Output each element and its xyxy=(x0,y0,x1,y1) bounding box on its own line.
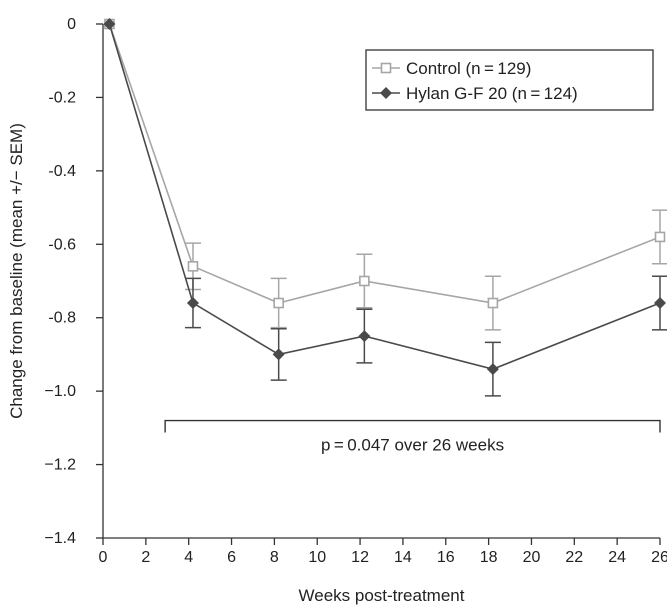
data-point xyxy=(359,275,370,287)
x-tick-label: 24 xyxy=(608,549,626,566)
x-tick-label: 8 xyxy=(270,549,279,566)
data-point xyxy=(486,363,499,376)
legend: Control (n = 129) Hylan G-F 20 (n = 124) xyxy=(365,49,654,111)
legend-items: Control (n = 129) Hylan G-F 20 (n = 124) xyxy=(372,59,578,103)
data-point xyxy=(358,330,371,343)
x-tick-label: 14 xyxy=(394,549,412,566)
legend-entry: Hylan G-F 20 (n = 124) xyxy=(372,84,578,103)
data-point xyxy=(187,261,199,272)
x-axis-title: Weeks post-treatment xyxy=(299,586,465,605)
data-point xyxy=(273,297,284,309)
x-tick-label: 2 xyxy=(141,549,150,566)
x-tick-label: 26 xyxy=(651,549,667,566)
y-tick-label: −1.4 xyxy=(44,530,76,547)
data-point xyxy=(186,297,199,310)
p-value-annotation: p = 0.047 over 26 weeks xyxy=(321,436,504,455)
legend-marker xyxy=(380,62,392,74)
y-tick-label: -0.6 xyxy=(48,236,76,253)
data-point xyxy=(272,348,285,361)
bracket-line xyxy=(164,419,661,433)
x-tick-label: 18 xyxy=(480,549,498,566)
legend-entry: Control (n = 129) xyxy=(372,59,531,78)
series-layer xyxy=(103,18,667,397)
y-axis-title: Change from baseline (mean +/− SEM) xyxy=(7,123,26,419)
y-tick-label: 0 xyxy=(67,16,76,33)
data-point xyxy=(103,18,116,30)
significance-bracket: p = 0.047 over 26 weeks xyxy=(164,419,661,455)
legend-label: Hylan G-F 20 (n = 124) xyxy=(406,84,578,103)
series-line xyxy=(108,23,661,304)
y-tick-label: -0.8 xyxy=(48,310,76,327)
x-tick-label: 22 xyxy=(565,549,583,566)
x-tick-label: 10 xyxy=(308,549,326,566)
legend-box xyxy=(365,49,654,111)
series-hylan xyxy=(103,18,667,397)
data-point xyxy=(654,231,666,243)
x-ticks: 0 2 4 6 8 10 12 14 16 18 20 22 24 26 xyxy=(99,538,667,566)
legend-marker xyxy=(380,87,392,99)
y-tick-label: −1.2 xyxy=(44,457,76,474)
series-line xyxy=(108,23,661,370)
y-tick-label: -0.4 xyxy=(48,163,76,180)
data-point xyxy=(654,297,666,310)
axes xyxy=(102,24,660,539)
data-point xyxy=(487,297,499,309)
y-tick-label: -0.2 xyxy=(48,89,76,106)
x-tick-label: 20 xyxy=(523,549,541,566)
series-control xyxy=(104,18,667,331)
x-tick-label: 0 xyxy=(99,549,108,566)
x-tick-label: 16 xyxy=(437,549,455,566)
x-tick-label: 4 xyxy=(184,549,193,566)
legend-label: Control (n = 129) xyxy=(406,59,531,78)
y-ticks: 0 -0.2 -0.4 -0.6 -0.8 −1.0 −1.2 −1.4 xyxy=(44,16,103,547)
x-tick-label: 6 xyxy=(227,549,236,566)
x-tick-label: 12 xyxy=(351,549,369,566)
y-tick-label: −1.0 xyxy=(44,383,76,400)
